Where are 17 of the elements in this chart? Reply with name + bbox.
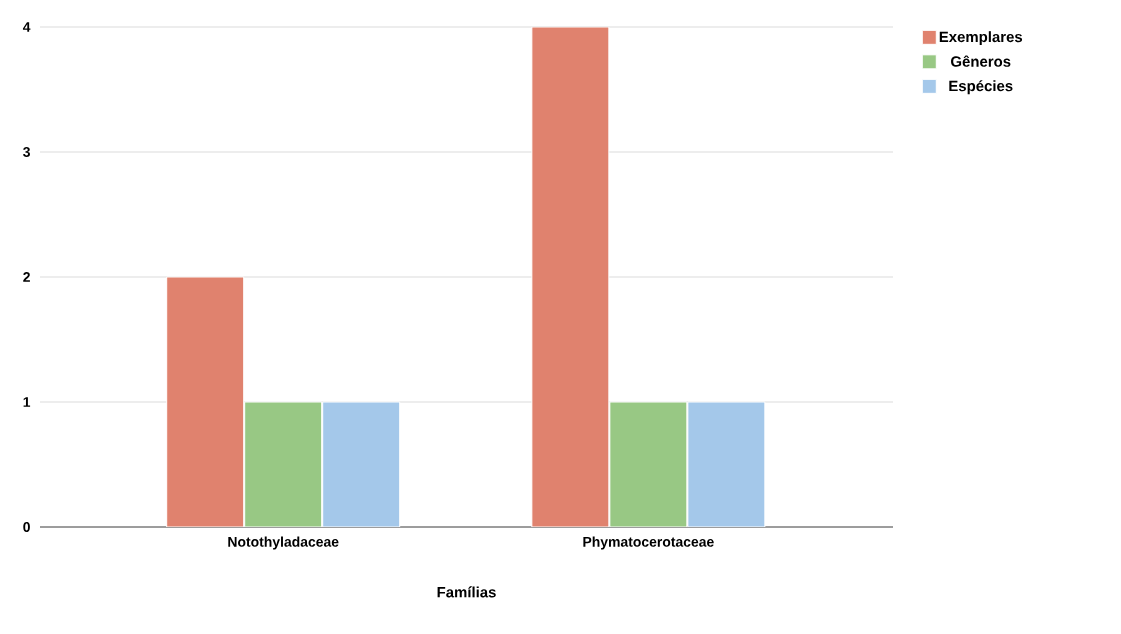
- legend-label: Exemplares: [939, 31, 1023, 46]
- bar: [687, 401, 766, 527]
- legend-label: Espécies: [949, 80, 1013, 95]
- y-tick-label: 1: [23, 397, 31, 407]
- legend-label: Gêneros: [951, 55, 1011, 67]
- y-tick-label: 3: [23, 147, 30, 157]
- x-axis-title: Famílias: [437, 586, 496, 598]
- y-tick-label: 0: [23, 522, 30, 532]
- x-tick-label: Phymatocerotaceae: [583, 536, 714, 550]
- bar: [609, 401, 688, 527]
- x-tick-label: Notothyladaceae: [228, 536, 339, 550]
- bar: [322, 401, 401, 527]
- y-tick-label: 4: [22, 22, 31, 32]
- bar: [166, 276, 245, 527]
- bar: [531, 27, 610, 527]
- y-tick-label: 2: [23, 272, 30, 282]
- bar: [244, 401, 323, 527]
